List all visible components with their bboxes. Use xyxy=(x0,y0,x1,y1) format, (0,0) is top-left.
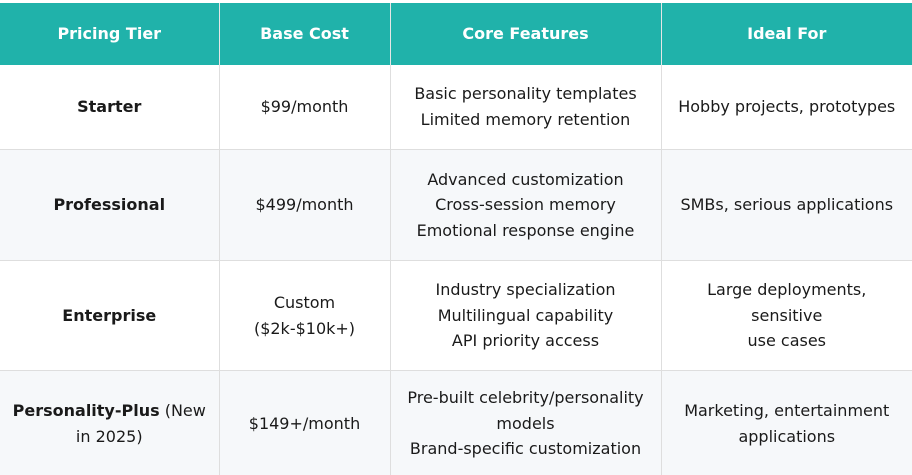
tier-name: Starter xyxy=(77,97,142,116)
features-cell: Industry specialization Multilingual cap… xyxy=(390,260,662,371)
ideal-cell: Marketing, entertainment applications xyxy=(661,370,912,475)
feature-line: Pre-built celebrity/personality xyxy=(407,388,644,408)
cost-line: $499/month xyxy=(255,195,354,215)
feature-line: API priority access xyxy=(451,331,600,351)
tier-cell: Enterprise xyxy=(0,260,220,371)
tier-cell: Professional xyxy=(0,149,220,261)
ideal-line: Hobby projects, prototypes xyxy=(678,97,896,116)
cost-line: $149+/month xyxy=(248,413,361,433)
tier-cell: Personality-Plus (New in 2025) xyxy=(0,370,220,475)
header-ideal-for: Ideal For xyxy=(661,0,912,65)
ideal-line: use cases xyxy=(747,331,827,351)
feature-line: Emotional response engine xyxy=(416,220,635,240)
cost-line: Custom xyxy=(273,293,336,312)
ideal-line: Marketing, entertainment xyxy=(684,401,890,420)
features-cell: Advanced customization Cross-session mem… xyxy=(390,149,662,261)
features-cell: Pre-built celebrity/personality models B… xyxy=(390,370,662,475)
tier-name: Professional xyxy=(53,195,166,215)
ideal-line: applications xyxy=(738,426,836,446)
ideal-cell: Hobby projects, prototypes xyxy=(661,64,912,150)
cost-cell: $149+/month xyxy=(219,370,391,475)
feature-line: Brand-specific customization xyxy=(409,439,642,459)
cost-line: $99/month xyxy=(260,97,349,116)
table-row-personality-plus: Personality-Plus (New in 2025) $149+/mon… xyxy=(0,370,912,475)
ideal-cell: SMBs, serious applications xyxy=(661,149,912,261)
features-cell: Basic personality templates Limited memo… xyxy=(390,64,662,150)
tier-cell: Starter xyxy=(0,64,220,150)
tier-note: (New xyxy=(159,401,206,420)
table-body: Starter $99/month Basic personality temp… xyxy=(0,64,912,475)
ideal-line: SMBs, serious applications xyxy=(680,195,894,215)
ideal-line: Large deployments, sensitive xyxy=(707,280,867,325)
table-row-starter: Starter $99/month Basic personality temp… xyxy=(0,64,912,150)
cost-cell: $99/month xyxy=(219,64,391,150)
feature-line: Basic personality templates xyxy=(414,84,637,104)
header-pricing-tier: Pricing Tier xyxy=(0,0,220,65)
tier-note-line2: in 2025) xyxy=(75,426,143,446)
feature-line: Limited memory retention xyxy=(420,109,631,129)
cost-line: ($2k-$10k+) xyxy=(253,318,356,338)
cost-cell: Custom ($2k-$10k+) xyxy=(219,260,391,371)
header-row: Pricing Tier Base Cost Core Features Ide… xyxy=(0,0,912,65)
feature-line: Industry specialization xyxy=(435,280,616,300)
table-row-enterprise: Enterprise Custom ($2k-$10k+) Industry s… xyxy=(0,260,912,371)
table-header: Pricing Tier Base Cost Core Features Ide… xyxy=(0,0,912,65)
tier-name: Personality-Plus xyxy=(12,401,160,420)
ideal-cell: Large deployments, sensitive use cases xyxy=(661,260,912,371)
feature-line: Cross-session memory xyxy=(435,195,616,215)
cost-cell: $499/month xyxy=(219,149,391,261)
feature-line: Multilingual capability xyxy=(437,305,614,325)
feature-line: Advanced customization xyxy=(427,169,624,189)
tier-name: Enterprise xyxy=(62,305,157,325)
table-row-professional: Professional $499/month Advanced customi… xyxy=(0,149,912,261)
feature-line: models xyxy=(496,413,555,433)
header-core-features: Core Features xyxy=(390,0,662,65)
header-base-cost: Base Cost xyxy=(219,0,391,65)
